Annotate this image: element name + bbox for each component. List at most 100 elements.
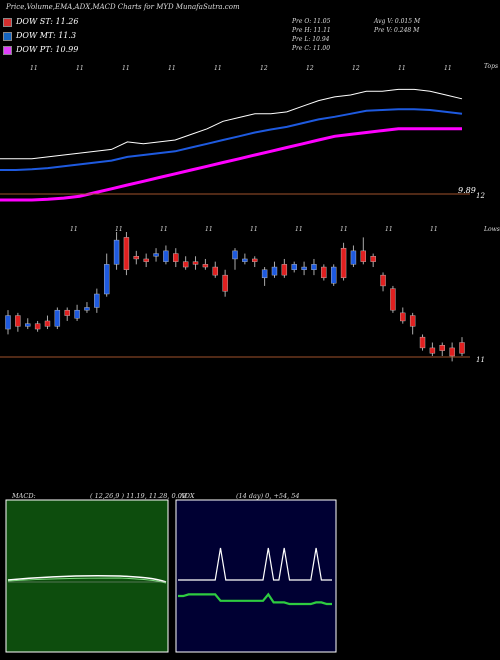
candle-body [103,264,110,295]
candle-body [182,261,189,268]
legend-swatch-mt [3,31,12,41]
legend-dow-mt: DOW MT: 11.3 [3,31,76,41]
candle-body [74,309,80,319]
candle-body [370,256,376,262]
macd-values: ( 12,26,9 ) 11.19, 11.28, 0.09 [90,492,187,500]
low-mark: 11 [160,226,168,233]
stat-prev-close: Pre C: 11.00 [292,45,331,52]
candle-body [291,264,297,270]
legend-dow-pt: DOW PT: 10.99 [3,45,78,55]
candle-body [301,266,307,270]
top-mark: 11 [76,65,84,72]
candle-body [340,247,347,279]
candle-body [409,315,416,327]
candle-body [429,347,436,354]
tops-label: Tops [484,63,499,70]
top-mark: 12 [260,65,268,72]
candle-body [113,239,120,265]
page-title: Price,Volume,EMA,ADX,MACD Charts for MYD… [6,3,240,11]
low-mark: 11 [340,226,348,233]
candle-body [271,266,278,276]
candle-body [232,250,238,260]
low-mark: 11 [295,226,303,233]
top-mark: 11 [30,65,38,72]
top-mark: 12 [352,65,360,72]
legend-swatch-pt [3,45,12,55]
macd-line [7,574,167,583]
candle-body [123,237,130,270]
candle-body [459,342,465,354]
top-mark: 11 [444,65,452,72]
candle-body [449,347,455,357]
candle-body [419,336,426,349]
top-mark: 12 [306,65,314,72]
low-mark: 11 [70,226,78,233]
candle-body [222,274,228,292]
ema-line-0 [0,88,463,160]
legend-dow-st: DOW ST: 11.26 [3,17,78,27]
top-mark: 11 [122,65,130,72]
candle-body [202,264,209,268]
price-label-3: 11 [476,356,485,364]
adx-line-1 [178,592,332,606]
candle-body [84,307,90,311]
stat-prev-open: Pre O: 11.05 [292,18,331,25]
candle-body [252,258,258,262]
top-mark: 11 [398,65,406,72]
candle-body [400,312,406,322]
candle-body [44,320,51,327]
price-label-2: 12 [476,192,485,200]
candle-body [212,266,218,276]
low-mark: 11 [115,226,123,233]
candle-body [350,250,357,265]
candle-body [281,264,288,276]
adx-label: ADX [180,492,195,500]
candle-body [439,345,445,351]
candle-body [153,253,159,257]
price-label-1: 9.89 [458,186,476,195]
legend-label-mt: DOW MT: 11.3 [16,31,77,40]
macd-signal-line [7,577,167,584]
stat-avg-volume: Avg V: 0.015 M [374,18,421,25]
macd-label: MACD: [12,492,36,500]
candle-body [173,253,179,262]
candle-body [5,315,11,330]
candle-body [163,250,169,262]
adx-panel [175,499,337,653]
stat-prev-low: Pre L: 10.94 [292,36,330,43]
legend-label-st: DOW ST: 11.26 [16,17,79,26]
candle-body [242,258,248,262]
low-mark: 11 [205,226,213,233]
candle-body [360,250,367,262]
candle-body [34,323,41,330]
top-mark: 11 [168,65,176,72]
candle-body [143,258,149,262]
candle-body [64,309,70,316]
top-mark: 11 [214,65,222,72]
candle-body [311,264,317,270]
legend-label-pt: DOW PT: 10.99 [16,45,79,54]
adx-values: (14 day) 0, +54, 54 [236,492,300,500]
candle-body [133,256,140,260]
candle-body [261,269,268,279]
ema-line-1 [0,108,463,171]
candle-body [94,293,100,308]
candle-body [321,266,327,279]
candle-body [25,323,31,327]
low-mark: 11 [250,226,258,233]
candle-body [54,309,61,327]
low-mark: 11 [385,226,393,233]
candle-body [15,315,21,327]
candle-body [380,274,386,287]
ema-line-2 [0,127,462,202]
candle-body [330,266,337,284]
candle-body [192,261,199,265]
stat-prev-volume: Pre V: 0.248 M [374,27,420,34]
candle-body [390,288,396,311]
lows-label: Lows [484,226,500,233]
low-mark: 11 [430,226,438,233]
legend-swatch-st [3,17,12,27]
stat-prev-high: Pre H: 11.11 [292,27,331,34]
